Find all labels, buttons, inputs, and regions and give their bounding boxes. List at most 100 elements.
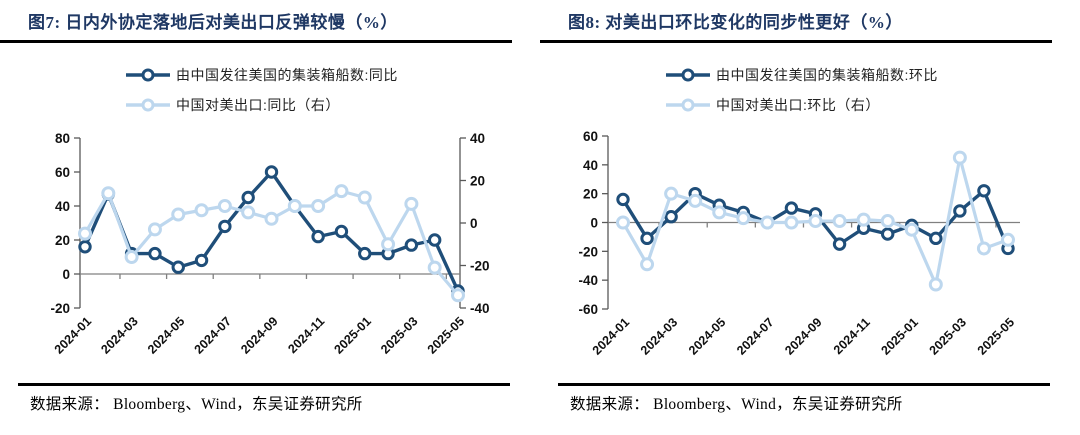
x-axis-tick-label: 2024-11 — [831, 315, 873, 357]
legend-label: 中国对美出口:环比（右） — [716, 97, 880, 113]
data-point-marker — [404, 238, 419, 252]
data-point-marker — [171, 207, 186, 222]
data-point-marker — [264, 165, 279, 179]
x-axis — [80, 273, 460, 279]
x-axis-tick-label: 2024-01 — [52, 314, 94, 356]
data-point-marker — [217, 199, 232, 213]
x-axis-tick-label: 2024-03 — [98, 314, 140, 356]
data-point-marker — [832, 237, 847, 251]
x-axis-tick-label: 2024-07 — [192, 314, 234, 356]
right-axis: 40 20 0 -20 -40 — [459, 131, 490, 316]
data-point-marker — [616, 192, 630, 207]
data-point-marker — [976, 241, 991, 256]
data-point-marker — [241, 205, 256, 220]
data-point-marker — [334, 224, 349, 239]
x-axis-tick-label: 2025-03 — [927, 315, 969, 357]
data-point-marker — [287, 199, 302, 213]
figure7-title: 图7: 日内外协定落地后对美出口反弹较慢（%） — [28, 13, 398, 32]
x-axis-labels: 2024-01 2024-03 2024-05 2024-07 2024-09 2024-… — [590, 315, 1017, 357]
data-point-marker — [194, 203, 209, 218]
data-point-marker — [736, 211, 751, 226]
legend-label: 由中国发往美国的集装箱船数:环比 — [716, 67, 938, 83]
data-point-marker — [241, 190, 255, 205]
data-point-marker — [171, 260, 185, 274]
data-point-marker — [640, 257, 655, 272]
left-axis-tick-label: 40 — [583, 158, 598, 173]
left-axis-tick-label: 20 — [55, 233, 70, 248]
x-axis-tick-label: 2024-03 — [638, 315, 680, 357]
data-point-marker — [358, 246, 372, 261]
figure8-source-rule — [558, 383, 1050, 386]
data-point-marker — [977, 184, 991, 198]
data-point-marker — [311, 199, 326, 213]
data-point-marker — [124, 250, 139, 264]
data-point-marker — [616, 215, 630, 230]
data-point-marker — [880, 214, 895, 229]
left-axis-tick-label: 60 — [55, 165, 70, 180]
data-point-marker — [1001, 232, 1015, 247]
data-point-marker — [856, 212, 871, 227]
x-axis-tick-label: 2025-01 — [332, 314, 374, 356]
right-axis-tick-label: -20 — [470, 259, 490, 274]
figure7-source-note: 数据来源： Bloomberg、Wind，东吴证券研究所 — [30, 396, 363, 413]
right-axis-tick-label: -40 — [470, 301, 490, 316]
data-point-marker — [427, 233, 442, 247]
left-axis: 60 40 20 0 -20 -40 -60 — [578, 129, 609, 317]
left-axis-tick-label: 0 — [62, 267, 70, 282]
series-light — [616, 150, 1015, 292]
x-axis-tick-label: 2024-09 — [238, 314, 280, 356]
figure7-source-rule — [18, 383, 510, 386]
data-point-marker — [451, 288, 465, 303]
data-point-marker — [148, 246, 162, 261]
left-axis-tick-label: -40 — [578, 273, 598, 288]
data-point-marker — [928, 277, 943, 292]
data-point-marker — [952, 150, 967, 165]
x-axis-tick-label: 2025-05 — [425, 314, 467, 356]
data-point-marker — [904, 222, 919, 237]
left-axis-tick-label: 60 — [583, 129, 598, 144]
data-point-marker — [953, 204, 967, 218]
data-point-marker — [381, 237, 396, 252]
data-point-marker — [147, 222, 162, 237]
data-point-marker — [664, 210, 678, 224]
figure7-panel: 图7: 日内外协定落地后对美出口反弹较慢（%） 由中国发往美国的集装箱船数:同比… — [0, 13, 512, 413]
data-point-marker — [664, 186, 679, 201]
legend-circle-marker — [141, 98, 155, 112]
data-point-marker — [832, 214, 847, 229]
x-axis-labels: 2024-01 2024-03 2024-05 2024-07 2024-09 2024-… — [52, 314, 467, 356]
x-axis-tick-label: 2025-01 — [879, 315, 921, 357]
data-point-marker — [784, 201, 799, 215]
right-axis-tick-label: 20 — [470, 174, 485, 189]
left-axis-tick-label: -20 — [50, 301, 70, 316]
x-axis-tick-label: 2024-05 — [145, 314, 187, 356]
data-point-marker — [334, 184, 349, 199]
data-point-marker — [427, 260, 442, 275]
data-point-marker — [357, 190, 372, 205]
left-axis-tick-label: -20 — [578, 244, 598, 259]
data-point-marker — [712, 205, 727, 220]
data-point-marker — [218, 219, 232, 234]
data-point-marker — [404, 196, 419, 211]
figure8-title: 图8: 对美出口环比变化的同步性更好（%） — [568, 13, 903, 32]
x-axis-tick-label: 2024-01 — [590, 315, 632, 357]
right-axis-tick-label: 0 — [470, 216, 478, 231]
left-axis-tick-label: 0 — [590, 216, 598, 231]
data-point-marker — [808, 214, 823, 229]
data-point-marker — [929, 231, 943, 246]
series-light — [78, 184, 465, 303]
x-axis-tick-label: 2024-07 — [734, 315, 776, 357]
x-axis-tick-label: 2025-05 — [975, 315, 1017, 357]
x-axis-tick-label: 2025-03 — [378, 314, 420, 356]
data-point-marker — [311, 229, 325, 244]
data-point-marker — [78, 240, 92, 254]
figure7-title-rule — [0, 40, 512, 43]
right-axis-tick-label: 40 — [470, 131, 485, 146]
left-axis-tick-label: 20 — [583, 187, 598, 202]
data-point-marker — [640, 231, 654, 246]
x-axis-tick-label: 2024-05 — [686, 315, 728, 357]
data-point-marker — [760, 215, 775, 230]
data-point-marker — [880, 227, 895, 241]
legend-label: 由中国发往美国的集装箱船数:同比 — [176, 67, 398, 83]
